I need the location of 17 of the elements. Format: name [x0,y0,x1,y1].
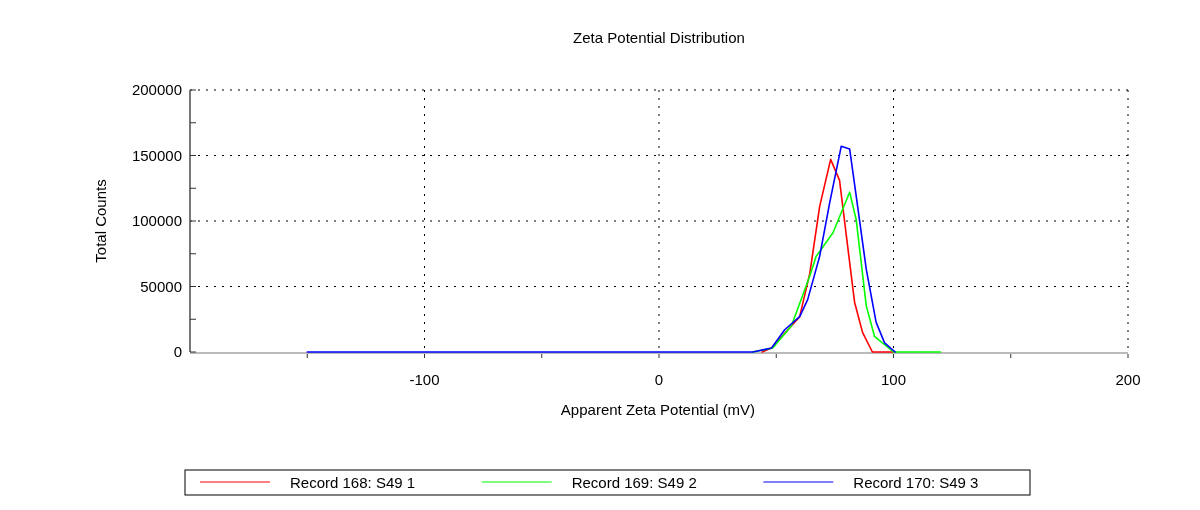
y-axis-title: Total Counts [92,179,109,263]
y-tick-label: 150000 [131,146,182,164]
y-tick-label: 200000 [131,81,182,98]
legend-label: Record 169: S49 2 [571,474,697,491]
y-tick-label: 0 [173,343,182,360]
x-axis-title: Apparent Zeta Potential (mV) [560,401,756,418]
y-tick-label: 50000 [140,277,182,295]
x-tick-label: -100 [409,371,440,388]
legend-label: Record 170: S49 3 [853,474,979,491]
x-tick-label: 200 [1115,371,1141,388]
x-tick-label: 100 [880,371,907,388]
y-tick-label: 100000 [131,212,182,229]
line-series [306,145,896,353]
line-series [761,158,895,353]
legend-label: Record 168: S49 1 [290,474,416,491]
x-tick-label: 0 [654,371,664,388]
chart-title: Zeta Potential Distribution [573,29,745,46]
